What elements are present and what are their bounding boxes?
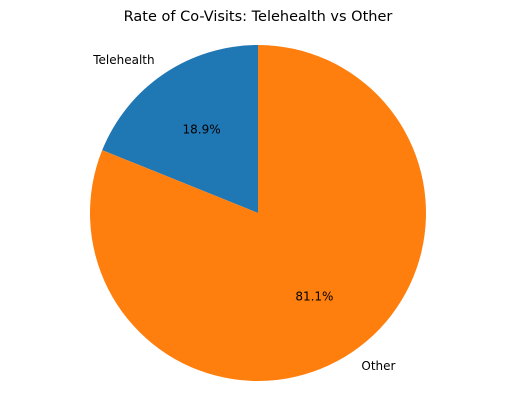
slice-label-other: Other <box>361 359 395 373</box>
slice-pct-label-telehealth: 18.9% <box>183 122 221 136</box>
pie-slice-telehealth <box>102 45 258 213</box>
pie-labels: Telehealth 18.9% Other 81.1% <box>92 53 395 373</box>
slice-label-telehealth: Telehealth <box>92 53 154 67</box>
pie-slices <box>89 45 426 382</box>
pie-slice-other <box>89 45 426 382</box>
chart-title: Rate of Co-Visits: Telehealth vs Other <box>124 9 393 25</box>
slice-pct-label-other: 81.1% <box>295 290 333 304</box>
